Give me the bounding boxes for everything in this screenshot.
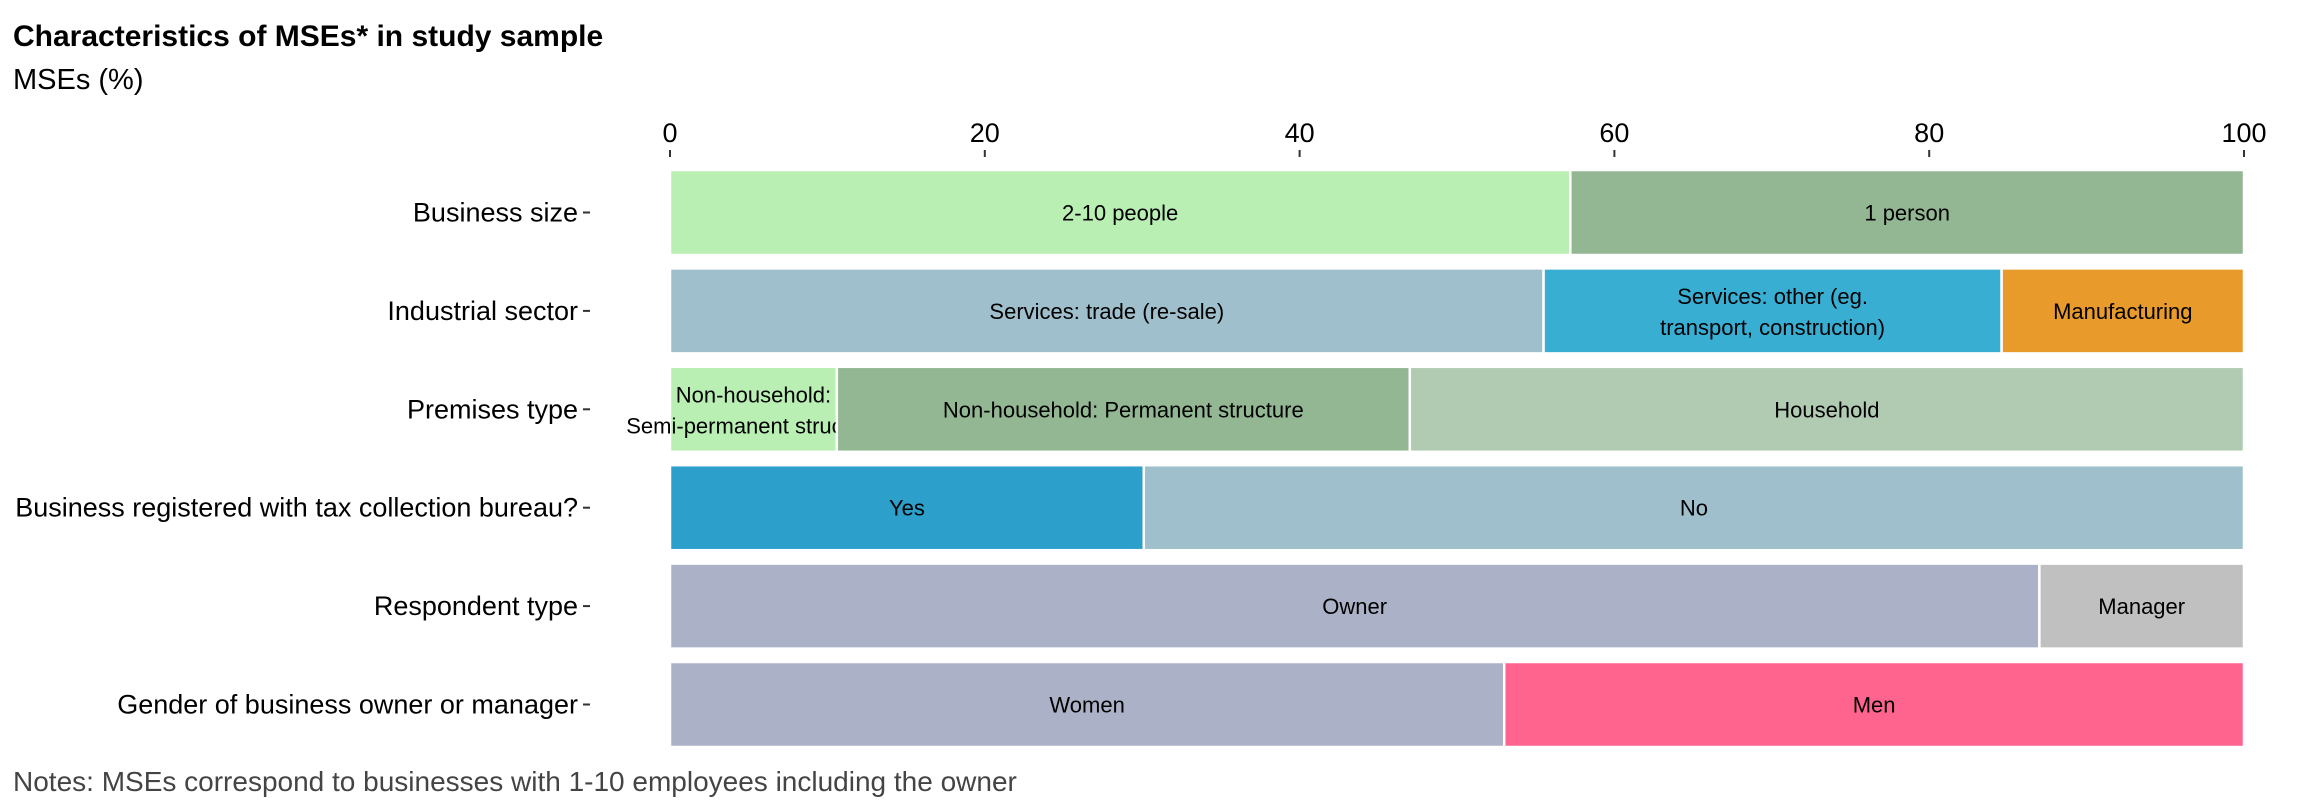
bar-segment [1542, 267, 2003, 355]
x-tick-label: 0 [662, 118, 677, 148]
bar-segment [835, 365, 1412, 454]
category-label: Gender of business owner or manager [117, 690, 578, 720]
segment-label: Services: other (eg. transport, construct… [1660, 284, 1885, 340]
bar-segment [2000, 267, 2246, 355]
chart-note: Notes: MSEs correspond to businesses wit… [13, 766, 1017, 797]
bars: 2-10 people 1 person Services: trade (re-s… [626, 168, 2246, 749]
x-tick-label: 60 [1599, 118, 1629, 148]
segment-label: Manufacturing [2053, 299, 2192, 324]
bar-segment [1408, 365, 2246, 454]
y-axis: Business size Industrial sector Premises t… [15, 198, 590, 720]
segment-label: Yes [889, 496, 925, 521]
bar-segment [1142, 463, 2246, 552]
category-label: Business size [413, 198, 578, 228]
bar-segment [668, 267, 1545, 355]
bar-segment [1502, 660, 2246, 749]
x-tick-label: 40 [1285, 118, 1315, 148]
chart-subtitle: MSEs (%) [13, 64, 144, 96]
category-label: Premises type [407, 394, 578, 424]
segment-label: No [1680, 496, 1708, 521]
segment-label: 1 person [1864, 201, 1950, 226]
segment-label: Men [1853, 693, 1896, 718]
segment-label: Services: trade (re-sale) [989, 299, 1224, 324]
x-tick-label: 20 [970, 118, 1000, 148]
bar-segment [668, 365, 839, 454]
category-label: Business registered with tax collection … [15, 493, 578, 523]
segment-label: 2-10 people [1062, 201, 1178, 226]
bar-segment [668, 463, 1146, 552]
bar-segment [1569, 168, 2246, 257]
category-label: Respondent type [374, 591, 578, 621]
segment-label: Women [1049, 693, 1124, 718]
bar-segment [2038, 562, 2246, 650]
segment-label: Household [1774, 397, 1879, 422]
segment-label: Non-household: Permanent structure [943, 397, 1304, 422]
segment-label: Owner [1322, 594, 1387, 619]
x-axis: 0 20 40 60 80 100 [662, 118, 2267, 157]
chart-title: Characteristics of MSEs* in study sample [13, 20, 604, 53]
x-tick-label: 100 [2221, 118, 2266, 148]
segment-label: Manager [2098, 594, 2185, 619]
x-tick-label: 80 [1914, 118, 1944, 148]
bar-segment [668, 168, 1572, 257]
category-label: Industrial sector [387, 296, 578, 326]
